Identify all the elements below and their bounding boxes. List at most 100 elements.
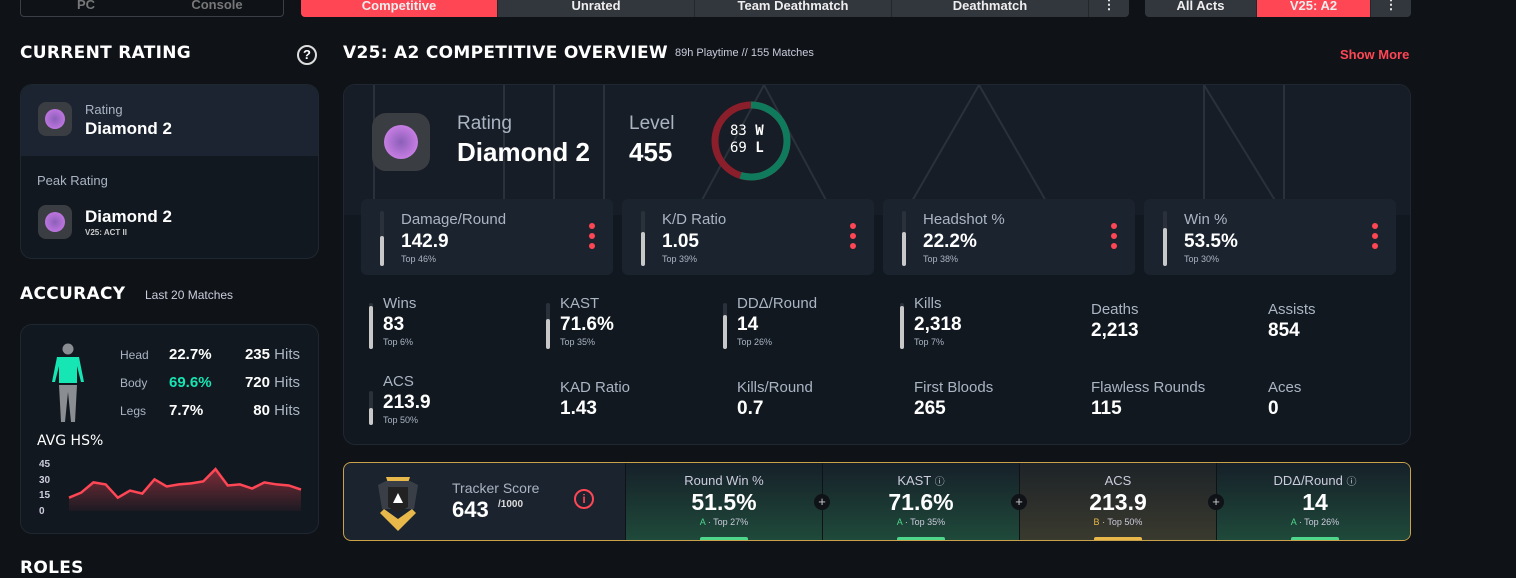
stat-value: 1.05 [662,231,699,252]
tab-deathmatch[interactable]: Deathmatch [892,0,1089,17]
part-pct: 69.6% [169,374,212,391]
info-small-icon[interactable]: ⓘ [934,477,945,488]
win-loss-text: 83 W 69 L [730,123,764,157]
more-acts-icon[interactable]: ⋮ [1384,0,1398,12]
stat-label: Assists [1268,301,1316,318]
tracker-score-badge-icon [378,477,418,531]
accuracy-row-body: Body 69.6% 720 Hits [21,373,318,393]
stat-value: 2,318 [914,314,962,335]
percentile-bar [369,303,373,349]
hs-chart [68,467,302,511]
stat-label: Deaths [1091,301,1139,318]
tracker-score-card: Tracker Score 643 /1000 i Round Win % 51… [343,462,1411,541]
main-stat-card: Win % 53.5% Top 30% [1144,199,1396,275]
part-label: Head [120,348,149,362]
hits-value: 80 [253,402,270,419]
more-options-icon[interactable] [850,223,856,253]
stat-value: 0 [1268,398,1279,419]
rank-icon [38,102,72,136]
help-icon[interactable]: ? [297,45,317,65]
tab-pc[interactable]: PC [76,0,96,12]
y-tick: 0 [39,505,45,517]
grade-top: · Top 50% [1102,517,1143,527]
stat-top: Top 30% [1184,254,1220,264]
tracker-score-max: /1000 [498,499,524,510]
grade-top: · Top 27% [707,517,749,527]
tracker-score-label: Tracker Score [452,480,540,496]
hits-value: 235 [244,346,270,363]
stat-value: 115 [1091,398,1122,419]
tab-console[interactable]: Console [191,0,243,12]
plus-icon: + [814,494,830,510]
tab-v25-a2[interactable]: V25: A2 [1257,0,1371,17]
overview-title: V25: A2 COMPETITIVE OVERVIEW [343,43,668,63]
percentile-bar [380,211,384,266]
part-pct: 22.7% [169,346,212,363]
overview-meta: 89h Playtime // 155 Matches [675,47,814,59]
percentile-bar [369,391,373,425]
metric-grade: A · Top 26% [1217,517,1410,527]
metric-grade: A · Top 27% [626,517,822,527]
losses-count: 69 [730,140,747,156]
part-hits: 235 Hits [245,346,300,363]
platform-tabs: PC Console [20,0,284,17]
hits-value: 720 [244,374,270,391]
more-options-icon[interactable] [589,223,595,253]
more-modes-icon[interactable]: ⋮ [1102,0,1116,12]
tab-competitive[interactable]: Competitive [301,0,498,17]
hs-area [69,469,301,511]
stat-top: Top 26% [737,337,773,347]
l-label: L [755,140,764,156]
tab-all-acts[interactable]: All Acts [1145,0,1257,17]
grade-bar [1291,537,1339,540]
plus-icon: + [1208,494,1224,510]
stat-label: ACS [383,373,414,390]
match-count: 155 Matches [750,47,814,59]
show-more-link[interactable]: Show More [1340,47,1410,62]
stat-value: 83 [383,314,405,335]
stat-label: K/D Ratio [662,211,727,228]
separator: // [741,47,748,59]
metric-value: 51.5% [691,489,757,515]
level-value: 455 [629,137,673,167]
rating-label: Rating [85,102,123,117]
peak-act: V25: ACT II [85,228,127,237]
overview-card: Rating Diamond 2 Level 455 83 W 69 L Dam… [343,84,1411,445]
part-pct: 7.7% [169,402,204,419]
tab-team-deathmatch[interactable]: Team Deathmatch [695,0,892,17]
metric-label: DDΔ/Round ⓘ [1273,473,1357,488]
stat-value: 854 [1268,320,1300,341]
main-stat-card: Headshot % 22.2% Top 38% [883,199,1135,275]
peak-label: Peak Rating [37,173,108,188]
rank-icon-large [372,113,430,171]
mode-tabs: Competitive Unrated Team Deathmatch Deat… [301,0,1129,17]
part-hits: 720 Hits [245,374,300,391]
more-options-icon[interactable] [1111,223,1117,253]
stat-label: Win % [1184,211,1228,228]
tracker-metric: KAST ⓘ 71.6% A · Top 35% [822,463,1019,540]
info-icon[interactable]: i [574,489,594,509]
stat-value: 71.6% [560,314,614,335]
info-small-icon[interactable]: ⓘ [1346,477,1357,488]
stat-label: KAD Ratio [560,379,631,396]
grade: A [896,517,903,527]
stat-value: 1.43 [560,398,597,419]
current-rating-title: CURRENT RATING [20,43,192,63]
y-tick: 15 [39,490,51,501]
stat-item: Assists 854 [1254,295,1410,351]
rating-value: Diamond 2 [85,119,172,138]
stat-top: Top 38% [923,254,959,264]
grade: A [699,517,706,527]
more-options-icon[interactable] [1372,223,1378,253]
hits-unit: Hits [274,374,300,391]
tab-unrated[interactable]: Unrated [498,0,695,17]
peak-rank-icon [38,205,72,239]
win-loss-ring [711,101,791,181]
roles-title: ROLES [20,558,84,578]
metric-grade: A · Top 35% [823,517,1019,527]
metric-value: 14 [1302,489,1328,515]
body-figure-icon [52,343,84,422]
stat-value: 53.5% [1184,231,1238,252]
metric-grade: B · Top 50% [1020,517,1216,527]
accuracy-card: Head 22.7% 235 Hits Body 69.6% 720 Hits … [20,324,319,534]
